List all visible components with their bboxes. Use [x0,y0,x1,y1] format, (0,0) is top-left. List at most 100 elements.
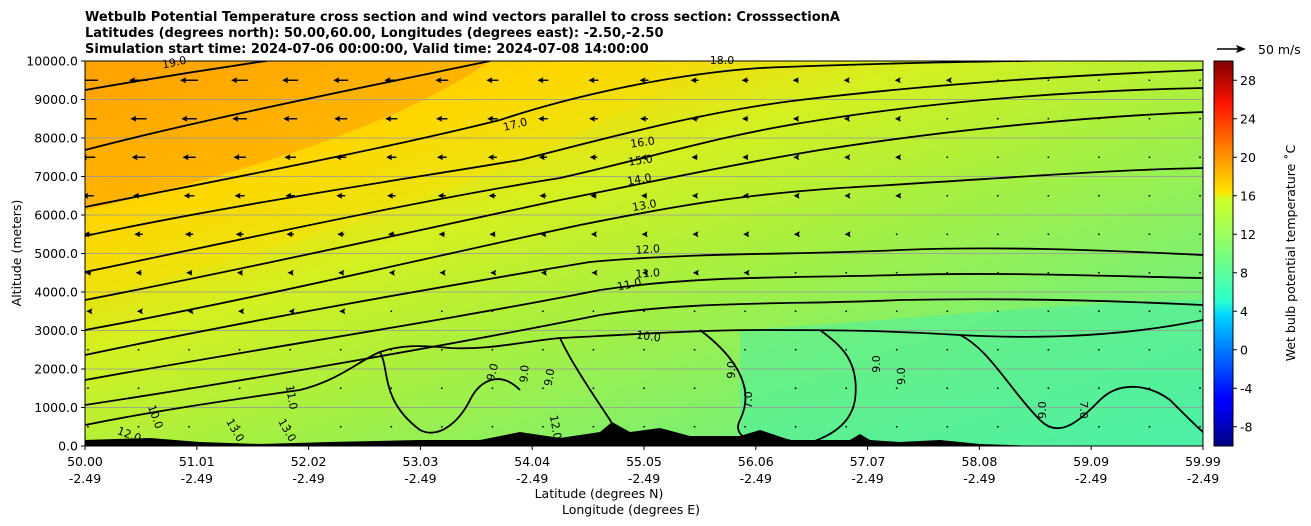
contour-label: 17.0 [502,115,529,134]
wind-vector [744,310,746,313]
wind-vector-head [588,77,595,84]
wind-vector-head [537,77,544,84]
wind-vector-head [186,269,193,276]
wind-vector [895,425,898,428]
contour-label: 19.0 [161,54,188,72]
contour-label: 15.0 [627,152,653,168]
y-tick-label: 2000.0 [34,362,78,377]
wind-vector-head [894,115,901,122]
x-tick-label-lon: -2.49 [1075,471,1107,486]
x-axis: 50.00 -2.49 51.01 -2.49 52.02 -2.49 53.03 -2.49… [67,446,1221,486]
colorbar-tick-label: 0 [1240,342,1248,357]
x-tick-label-lon: -2.49 [292,471,324,486]
wind-vector-head [742,192,749,199]
wind-vector-head [387,192,394,199]
wind-vector-head [86,308,93,315]
wind-vector-head [285,192,292,199]
wind-vector [744,425,746,428]
wind-vector [87,425,89,428]
wind-vector [440,387,443,390]
wind-vector-head [284,154,291,161]
wind-vector-head [486,77,493,84]
wind-vector [946,425,949,428]
wind-vector-head [234,192,241,199]
wind-vector [1148,271,1151,274]
wind-vector [996,271,999,274]
wind-vector [137,387,140,390]
wind-vector [1098,233,1100,236]
x-tick-label-lat: 54.04 [514,454,550,469]
wind-vector [339,425,342,428]
wind-vector [845,310,848,313]
wind-vector-head [85,231,90,238]
wind-vector [996,156,999,159]
wind-vector-head [388,269,395,276]
wind-vector-head [439,269,446,276]
wind-vector-head [437,154,444,161]
wind-vector [87,387,89,390]
x-tick-label-lon: -2.49 [404,471,436,486]
x-tick-label-lon: -2.49 [69,471,101,486]
wind-vector [895,348,898,351]
wind-vector [1199,233,1201,236]
wind-vector [1148,348,1151,351]
wind-vector [440,425,443,428]
wind-vector [1199,425,1201,428]
colorbar-tick-label: 20 [1240,150,1256,165]
wind-vector [1098,425,1100,428]
wind-vector [440,348,443,351]
wind-vector [1098,310,1100,313]
quiver-key-label: 50 m/s [1258,42,1301,57]
contour-label: 9.0 [895,367,909,385]
terrain [85,422,1203,446]
colorbar-tick-label: 16 [1240,188,1256,203]
wind-vector [1047,387,1050,390]
wind-vector [1148,310,1151,313]
colorbar-tick-label: 24 [1240,111,1256,126]
wind-vector-head [691,154,698,161]
wind-vector [996,194,999,197]
wind-vector-head [131,154,138,161]
wind-vector-head [85,115,86,122]
colorbar-tick-label: -8 [1240,419,1253,434]
wind-vector [1199,156,1201,159]
wind-vector [542,425,544,428]
wind-vector-head [692,269,699,276]
contour-label: 11.0 [616,276,643,294]
wind-vector [390,387,393,390]
wind-vector [794,425,797,428]
wind-vector [491,425,494,428]
wind-vector-head [129,77,136,84]
y-tick-label: 3000.0 [34,323,78,338]
wind-vector [339,348,342,351]
wind-vector-head [641,231,648,238]
contour-label: 12.0 [547,414,564,440]
wind-vector [238,387,241,390]
wind-vector [87,348,89,351]
wind-vector-head [540,231,547,238]
wind-vector [996,79,999,82]
wind-vector [542,348,544,351]
wind-vector [1199,117,1201,120]
x-tick-label-lat: 59.09 [1073,454,1109,469]
wind-vector [491,387,494,390]
wind-vector [339,387,342,390]
wind-vector [996,310,999,313]
wind-vector-head [692,231,699,238]
wind-vector [693,425,696,428]
wind-vector-head [336,192,343,199]
contour-label: 9.0 [1036,401,1049,419]
wind-vector-head [132,192,139,199]
wind-vector-head [741,77,748,84]
y-tick-label: 10000.0 [26,54,78,69]
contour-label: 16.0 [629,134,655,150]
wind-vector [1047,348,1050,351]
wind-vector-head [136,308,143,315]
wind-vector [289,425,292,428]
x-tick-label-lat: 52.02 [291,454,327,469]
colorbar-gradient [1213,60,1234,447]
wind-vector [1098,194,1100,197]
wind-vector [946,194,949,197]
y-tick-label: 9000.0 [34,92,78,107]
wind-vector-head [640,154,647,161]
